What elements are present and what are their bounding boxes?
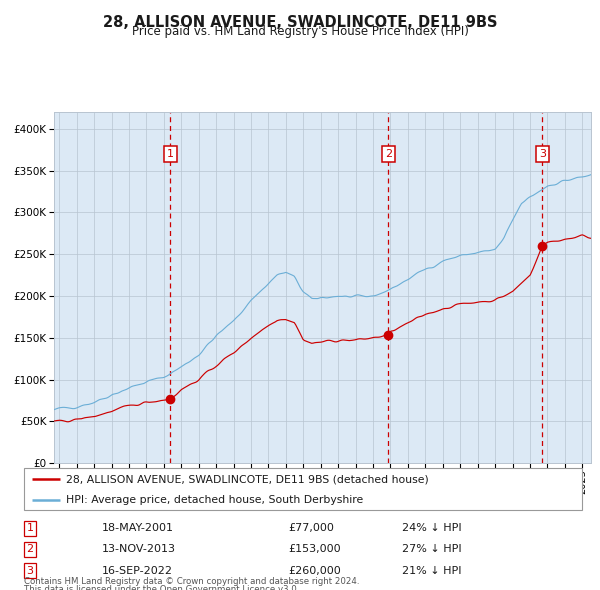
Text: 1: 1 — [26, 523, 34, 533]
Text: Price paid vs. HM Land Registry's House Price Index (HPI): Price paid vs. HM Land Registry's House … — [131, 25, 469, 38]
Text: 28, ALLISON AVENUE, SWADLINCOTE, DE11 9BS: 28, ALLISON AVENUE, SWADLINCOTE, DE11 9B… — [103, 15, 497, 30]
Text: 24% ↓ HPI: 24% ↓ HPI — [402, 523, 461, 533]
Text: This data is licensed under the Open Government Licence v3.0.: This data is licensed under the Open Gov… — [24, 585, 299, 590]
Text: £77,000: £77,000 — [288, 523, 334, 533]
Text: 3: 3 — [26, 566, 34, 576]
Text: 3: 3 — [539, 149, 546, 159]
Text: 27% ↓ HPI: 27% ↓ HPI — [402, 545, 461, 555]
Text: Contains HM Land Registry data © Crown copyright and database right 2024.: Contains HM Land Registry data © Crown c… — [24, 577, 359, 586]
Text: £260,000: £260,000 — [288, 566, 341, 576]
Text: 21% ↓ HPI: 21% ↓ HPI — [402, 566, 461, 576]
Text: £153,000: £153,000 — [288, 545, 341, 555]
Text: 2: 2 — [26, 545, 34, 555]
Text: 16-SEP-2022: 16-SEP-2022 — [102, 566, 173, 576]
Text: 1: 1 — [167, 149, 174, 159]
Text: 2: 2 — [385, 149, 392, 159]
Text: 18-MAY-2001: 18-MAY-2001 — [102, 523, 174, 533]
Text: 28, ALLISON AVENUE, SWADLINCOTE, DE11 9BS (detached house): 28, ALLISON AVENUE, SWADLINCOTE, DE11 9B… — [66, 474, 428, 484]
Text: 13-NOV-2013: 13-NOV-2013 — [102, 545, 176, 555]
FancyBboxPatch shape — [24, 468, 582, 510]
Text: HPI: Average price, detached house, South Derbyshire: HPI: Average price, detached house, Sout… — [66, 495, 363, 504]
